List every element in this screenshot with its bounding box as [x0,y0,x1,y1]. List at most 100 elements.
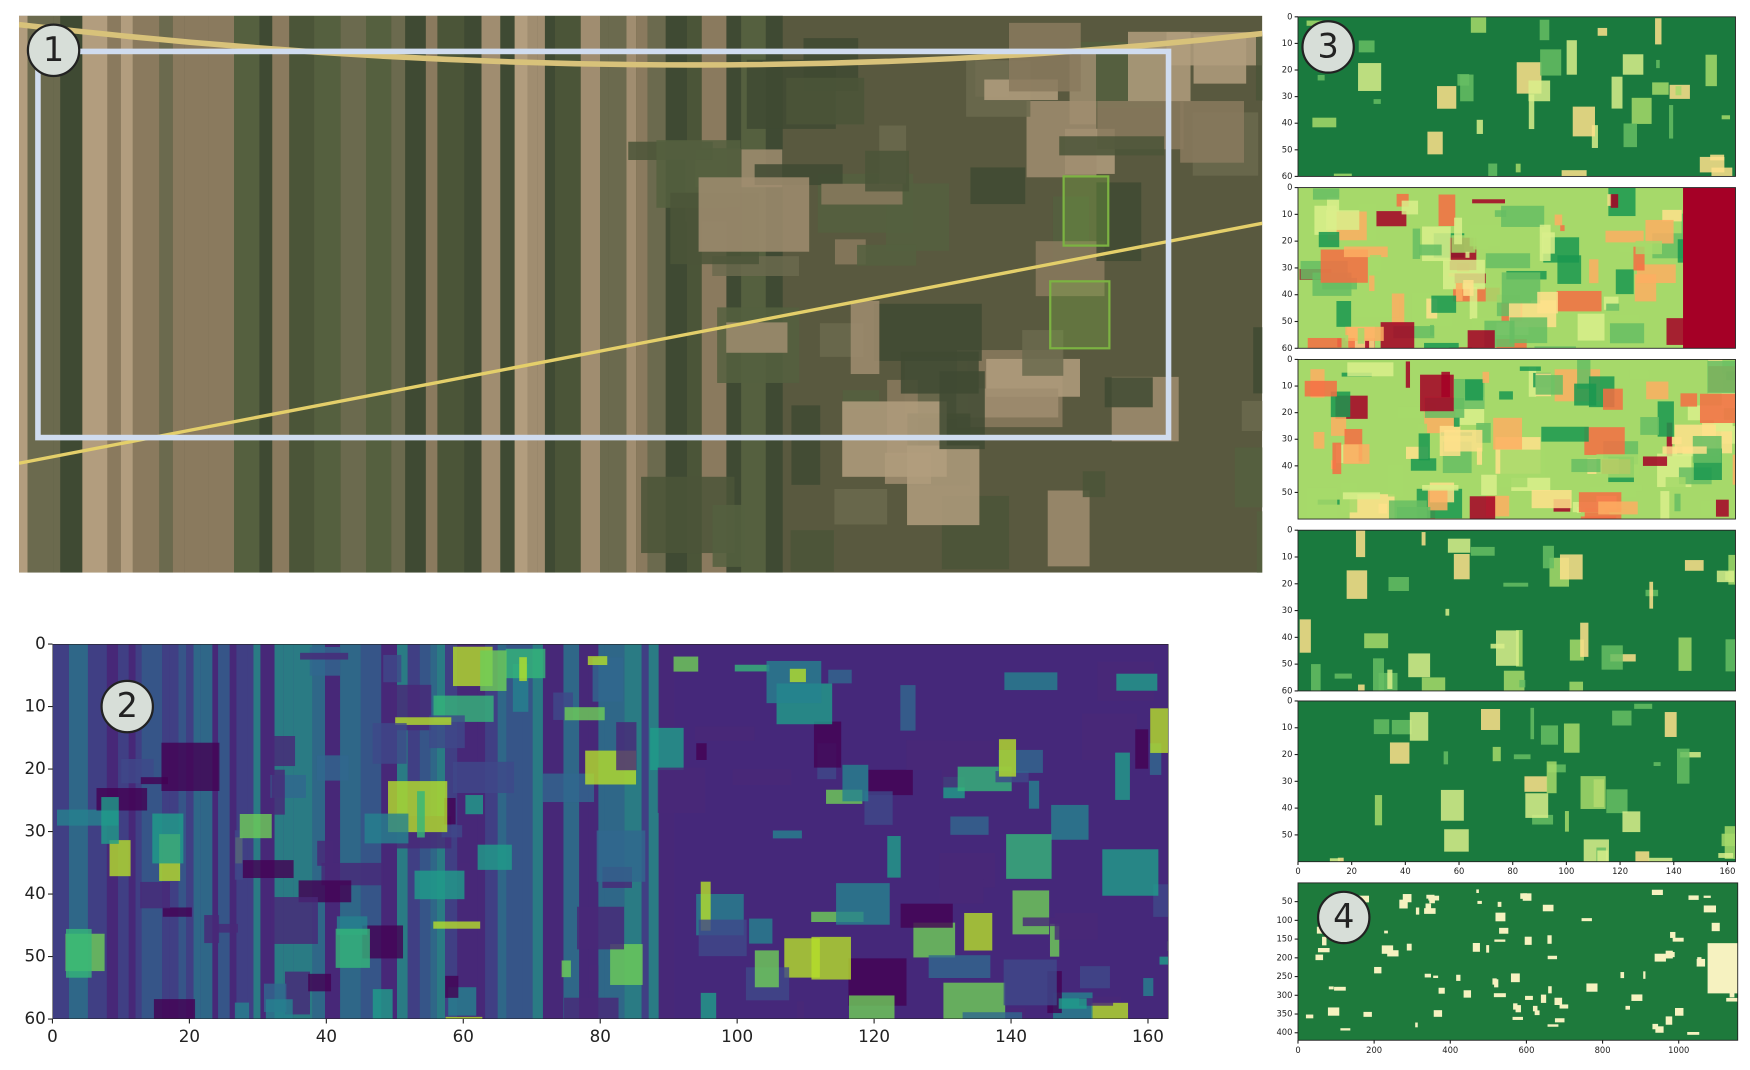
cell [1492,746,1501,762]
cell [1355,530,1366,558]
cell [1678,637,1692,671]
y-tick-label: 100 [1276,915,1292,925]
cell [1422,226,1451,262]
cell [698,919,747,957]
field [1253,327,1263,394]
y-tick-label: 60 [1282,343,1293,353]
cell [1680,752,1701,758]
cell [1388,500,1427,520]
subplot-image [1297,530,1736,691]
field [791,405,821,485]
cell [864,791,893,825]
cell [1305,1014,1314,1019]
cell [1513,754,1531,760]
cell [68,644,88,1020]
cell [1341,335,1349,349]
x-tick-label: 200 [1366,1045,1382,1055]
field [272,15,290,573]
cell [1493,417,1523,450]
cell [789,668,806,683]
cell [811,936,851,980]
cell [1143,978,1154,997]
cell [444,797,456,825]
field [790,530,834,572]
x-tick-label: 160 [1719,866,1735,876]
cell [519,657,527,682]
cell [616,722,637,771]
cell [335,928,370,968]
cell [1375,211,1407,227]
cell [1330,391,1351,418]
field [340,15,367,573]
cell [128,644,136,1020]
cell [1664,712,1677,737]
cell [1534,346,1576,349]
cell [1380,322,1415,349]
cell [1373,99,1381,104]
field [1059,136,1165,156]
cell [1675,86,1682,96]
cell [1445,608,1450,616]
cell [1554,214,1563,226]
field [544,15,556,573]
y-tick-label: 50 [1282,659,1293,669]
cell [1654,953,1666,962]
background [1297,700,1736,862]
y-tick-label: 0 [1287,525,1292,535]
cell [1337,857,1344,862]
cell [1528,94,1535,130]
plot-box [1049,280,1111,350]
cell [1610,654,1636,662]
field [712,504,745,567]
cell [1384,930,1388,934]
cell [1322,936,1327,946]
x-tick-label: 20 [1346,866,1357,876]
cell [1453,553,1470,580]
cell [1635,851,1650,862]
cell [913,922,956,958]
field [208,15,235,573]
y-tick-label: 10 [1282,722,1293,732]
x-tick-label: 80 [1507,866,1518,876]
cell [317,840,333,866]
cell [152,813,184,864]
cell [1524,776,1548,792]
x-tick-label: 160 [1132,1026,1164,1046]
field [159,15,173,573]
cell [1167,941,1169,951]
cell [1713,419,1733,432]
cell [732,769,792,785]
field [132,15,160,573]
y-tick-label: 350 [1276,1009,1292,1019]
cell [1662,446,1707,454]
cell [1581,918,1592,922]
cell [229,644,237,1020]
cell [1443,751,1449,765]
cell [1051,804,1089,840]
cell [868,769,913,796]
cell [1499,391,1513,400]
field [873,303,982,361]
cell [734,664,770,672]
cell [298,880,352,903]
subplot-axes: 0 10 20 30 40 50 [1282,354,1298,497]
cell [542,644,564,1020]
cell [1519,366,1541,371]
subplot-axes: 0 10 20 30 40 50 60 [1282,525,1298,695]
cell [1532,1005,1538,1012]
cell [1441,371,1450,398]
cell [657,767,706,813]
cell [1609,314,1639,321]
cell [1347,362,1394,377]
cell [1150,708,1169,753]
subplot-image [1297,359,1736,520]
cell [900,903,953,928]
cell [1149,743,1162,775]
cell [1657,401,1674,437]
x-tick-label: 40 [316,1026,337,1046]
cell [1539,224,1551,261]
cell [1645,219,1674,244]
cell [1340,1028,1351,1031]
cell [1623,123,1637,148]
